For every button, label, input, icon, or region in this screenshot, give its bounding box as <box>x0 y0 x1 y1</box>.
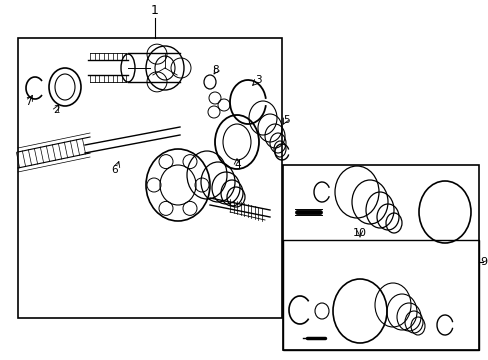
Bar <box>283 240 478 350</box>
Text: 9: 9 <box>479 257 487 267</box>
Text: 1: 1 <box>151 4 159 18</box>
Bar <box>18 38 282 318</box>
Bar <box>283 165 478 350</box>
Text: 5: 5 <box>282 115 289 125</box>
Text: 6: 6 <box>111 165 118 175</box>
Text: 3: 3 <box>254 75 261 85</box>
Text: 8: 8 <box>212 65 219 75</box>
Text: 10: 10 <box>352 228 366 238</box>
Text: 4: 4 <box>234 160 241 170</box>
Text: 2: 2 <box>54 105 60 115</box>
Text: 7: 7 <box>24 97 31 107</box>
